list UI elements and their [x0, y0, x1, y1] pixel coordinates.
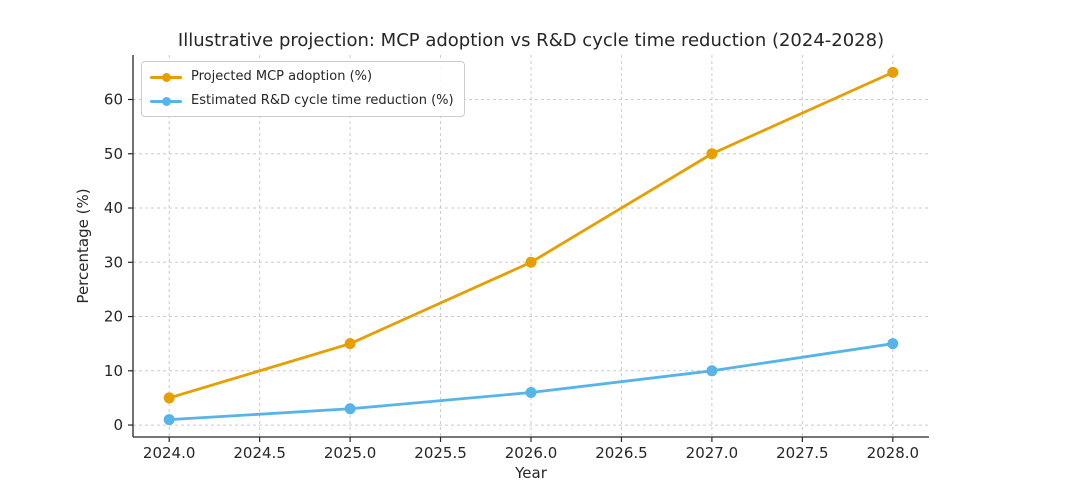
legend-marker-orange [150, 67, 182, 87]
data-point-series-0 [163, 392, 175, 404]
data-point-series-1 [887, 338, 899, 350]
x-axis-label: Year [514, 464, 548, 482]
y-tick-label: 60 [104, 90, 123, 108]
x-tick-label: 2024.5 [233, 444, 286, 462]
chart-legend: Projected MCP adoption (%) Estimated R&D… [141, 61, 465, 117]
y-axis-label: Percentage (%) [74, 188, 92, 303]
data-point-series-0 [525, 256, 537, 268]
data-point-series-0 [887, 66, 899, 78]
plot-area: 2024.0 2024.5 2025.0 2025.5 2026.0 2026.5 2027… [104, 55, 929, 462]
x-tick-label: 2027.5 [776, 444, 829, 462]
x-tick-label: 2024.0 [143, 444, 196, 462]
y-tick-label: 10 [104, 362, 123, 380]
data-point-series-1 [525, 387, 537, 399]
x-tick-label: 2027.0 [686, 444, 739, 462]
data-point-series-0 [344, 338, 356, 350]
chart-title: Illustrative projection: MCP adoption vs… [178, 30, 884, 51]
x-tick-label: 2025.5 [414, 444, 467, 462]
x-tick-label: 2028.0 [867, 444, 920, 462]
data-point-series-1 [706, 365, 718, 377]
y-tick-label: 20 [104, 308, 123, 326]
legend-label: Estimated R&D cycle time reduction (%) [191, 93, 454, 108]
y-tick-label: 50 [104, 145, 123, 163]
y-tick-label: 0 [113, 416, 123, 434]
x-tick-label: 2026.0 [505, 444, 558, 462]
data-point-series-1 [163, 414, 175, 426]
y-tick-label: 30 [104, 253, 123, 271]
data-point-series-1 [344, 403, 356, 415]
x-tick-label: 2025.0 [324, 444, 377, 462]
legend-label: Projected MCP adoption (%) [191, 69, 373, 84]
legend-item-rd-cycle: Estimated R&D cycle time reduction (%) [150, 91, 454, 111]
legend-marker-blue [150, 91, 182, 111]
y-tick-label: 40 [104, 199, 123, 217]
legend-item-mcp-adoption: Projected MCP adoption (%) [150, 67, 454, 87]
data-point-series-0 [706, 148, 718, 160]
x-tick-label: 2026.5 [595, 444, 648, 462]
